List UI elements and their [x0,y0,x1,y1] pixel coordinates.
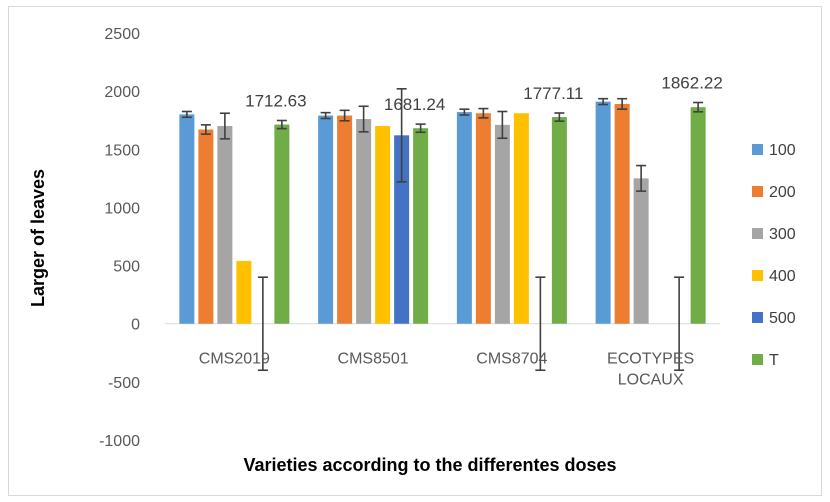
error-bar-500-0 [257,276,268,372]
bar-200-2 [475,113,491,324]
error-bar-T-1 [415,123,426,134]
y-axis-tick-labels: -1000 -500 0 500 1000 1500 2000 2500 [99,26,140,450]
data-label-1: 1681.24 [384,95,445,114]
y-tick-label: -1000 [99,433,140,450]
legend-label: 100 [769,142,796,159]
bar-100-0 [179,114,195,324]
error-bar-200-2 [478,107,489,119]
error-bar-500-3 [674,276,685,372]
y-tick-label: 0 [131,317,140,334]
legend-label: 200 [769,184,796,201]
bar-200-0 [198,129,214,324]
legend-label: T [769,352,779,369]
error-bar-300-2 [497,110,508,140]
error-bar-100-2 [459,108,470,116]
x-category-label: LOCAUX [618,372,684,389]
y-tick-label: 2500 [104,26,140,43]
bar-100-2 [456,112,472,324]
legend-item-200: 200 [752,184,796,201]
bar-400-0 [236,260,252,324]
legend: 100 200 300 400 500 T [752,142,796,369]
x-category-label: ECOTYPES [607,351,694,368]
x-axis-title: Varieties according to the differentes d… [243,455,616,475]
error-bar-300-1 [358,105,369,133]
bar-T-0 [274,124,290,324]
bar-300-2 [494,124,510,324]
data-label-0: 1712.63 [245,91,306,110]
legend-item-500: 500 [752,310,796,327]
error-bar-300-0 [219,112,230,140]
x-category-label: CMS2019 [199,351,270,368]
error-bar-500-2 [535,276,546,372]
legend-swatch [752,312,763,323]
y-tick-label: 2000 [104,84,140,101]
bar-200-3 [614,103,630,324]
bars [179,101,706,324]
legend-swatch [752,186,763,197]
data-label-2: 1777.11 [523,84,583,103]
error-bar-500-1 [396,88,407,183]
bar-300-1 [356,119,372,324]
bar-100-3 [595,101,611,324]
error-bar-T-3 [693,101,704,113]
error-bar-200-0 [200,124,211,135]
bar-300-0 [217,126,233,324]
bar-300-3 [633,178,649,324]
bar-T-2 [551,117,567,324]
data-label-3: 1862.22 [661,74,722,93]
y-tick-label: -500 [108,375,140,392]
y-axis-title: Larger of leaves [28,169,48,307]
error-bar-T-0 [276,119,287,130]
legend-item-400: 400 [752,268,796,285]
error-bar-200-1 [339,109,350,122]
legend-label: 400 [769,268,796,285]
bar-200-1 [337,115,353,324]
bar-T-3 [690,107,706,324]
legend-item-100: 100 [752,142,796,159]
data-labels: 1712.63 1681.24 1777.11 1862.22 [245,74,723,115]
y-tick-label: 500 [113,259,140,276]
x-axis-category-labels: CMS2019 CMS8501 CMS8704 ECOTYPES LOCAUX [199,351,694,389]
error-bars [181,88,704,372]
y-tick-label: 1500 [104,142,140,159]
error-bar-200-3 [617,97,628,110]
legend-item-T: T [752,352,779,369]
bar-400-2 [513,113,529,324]
x-category-label: CMS8704 [476,351,547,368]
x-category-label: CMS8501 [338,351,409,368]
bar-400-1 [375,126,391,324]
bar-T-1 [413,128,429,324]
error-bar-100-1 [320,111,331,120]
error-bar-100-0 [181,110,192,119]
legend-swatch [752,144,763,155]
legend-swatch [752,270,763,281]
legend-swatch [752,354,763,365]
error-bar-100-3 [598,97,609,106]
legend-label: 500 [769,310,796,327]
bar-100-1 [318,115,334,324]
y-tick-label: 1000 [104,200,140,217]
legend-item-300: 300 [752,226,796,243]
legend-swatch [752,228,763,239]
error-bar-T-2 [554,112,565,122]
error-bar-300-3 [636,164,647,192]
legend-label: 300 [769,226,796,243]
